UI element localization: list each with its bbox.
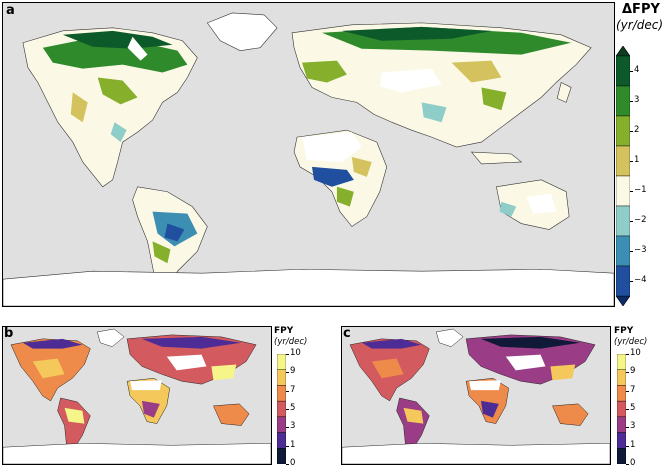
colorbar-c — [616, 353, 627, 465]
colorbar-c-tick-mark — [626, 445, 629, 447]
colorbar-b-tick-mark — [286, 427, 289, 429]
colorbar-a-segment — [615, 235, 631, 267]
colorbar-a-unit: (yr/dec) — [616, 18, 664, 32]
colorbar-a-segment — [615, 55, 631, 87]
colorbar-b-tick-label: 5 — [290, 403, 296, 413]
colorbar-a-tick-label: 3 — [634, 95, 640, 105]
world-map-fpy-b — [3, 327, 271, 464]
colorbar-c-tick-mark — [626, 354, 629, 355]
colorbar-a-tick-label: −1 — [634, 185, 647, 195]
colorbar-a-segment — [615, 115, 631, 147]
colorbar-c-segment — [616, 416, 627, 433]
colorbar-b-tick-mark — [286, 372, 289, 374]
colorbar-a-tick-label: 4 — [634, 65, 640, 75]
colorbar-c-segment — [616, 369, 627, 386]
colorbar-b-segment — [276, 385, 287, 402]
panel-label-c: c — [343, 326, 351, 341]
colorbar-a-tick-mark — [630, 71, 633, 72]
colorbar-a-tick-label: 1 — [634, 155, 640, 165]
colorbar-c-tick-label: 1 — [630, 439, 636, 450]
colorbar-c-segment — [616, 448, 627, 465]
colorbar-b-segment — [276, 432, 287, 449]
colorbar-c-tick-mark — [626, 409, 629, 410]
colorbar-a-extend-top — [615, 45, 631, 57]
colorbar-b-tick-mark — [286, 445, 289, 447]
colorbar-b — [276, 353, 287, 465]
world-map-fpy-c — [342, 327, 610, 464]
colorbar-c-tick-mark — [626, 372, 629, 374]
map-panel-b — [2, 326, 272, 465]
colorbar-b-tick-mark — [286, 464, 289, 465]
colorbar-a-segment — [615, 175, 631, 207]
colorbar-a — [615, 45, 631, 307]
colorbar-c-tick-mark — [626, 390, 629, 392]
colorbar-a-extend-bottom — [615, 295, 631, 307]
colorbar-a-tick-mark — [630, 101, 633, 102]
colorbar-a-tick-label: −2 — [634, 215, 647, 225]
colorbar-c-title: FPY — [614, 326, 634, 336]
colorbar-a-segment — [615, 265, 631, 297]
colorbar-b-segment — [276, 353, 287, 370]
colorbar-a-tick-mark — [630, 221, 633, 222]
colorbar-a-tick-mark — [630, 251, 633, 252]
colorbar-a-tick-label: 2 — [634, 125, 640, 135]
colorbar-c-tick-label: 0 — [630, 458, 636, 468]
colorbar-b-tick-mark — [286, 409, 289, 410]
colorbar-c-tick-label: 3 — [630, 421, 636, 432]
map-panel-a — [2, 2, 615, 307]
colorbar-a-tick-mark — [630, 161, 633, 162]
colorbar-b-unit: (yr/dec) — [274, 337, 308, 347]
colorbar-b-tick-label: 9 — [290, 366, 296, 377]
colorbar-c-tick-mark — [626, 464, 629, 465]
colorbar-b-tick-label: 7 — [290, 384, 296, 395]
colorbar-a-segment — [615, 85, 631, 117]
colorbar-b-title: FPY — [274, 326, 294, 336]
colorbar-c-segment — [616, 400, 627, 418]
colorbar-c-segment — [616, 432, 627, 449]
colorbar-b-tick-mark — [286, 390, 289, 392]
colorbar-c-segment — [616, 353, 627, 370]
colorbar-c-tick-label: 9 — [630, 366, 636, 377]
colorbar-c-tick-mark — [626, 427, 629, 429]
colorbar-c-tick-label: 7 — [630, 384, 636, 395]
world-map-delta-fpy — [3, 3, 614, 306]
colorbar-b-segment — [276, 416, 287, 433]
colorbar-a-tick-mark — [630, 281, 633, 282]
colorbar-a-tick-mark — [630, 131, 633, 132]
colorbar-a-tick-mark — [630, 191, 633, 192]
panel-label-a: a — [6, 3, 15, 18]
colorbar-a-tick-label: −3 — [634, 245, 647, 255]
colorbar-b-segment — [276, 400, 287, 418]
colorbar-b-tick-label: 0 — [290, 458, 296, 468]
colorbar-a-segment — [615, 205, 631, 237]
colorbar-a-svg — [615, 45, 631, 307]
colorbar-b-svg — [276, 353, 287, 465]
colorbar-b-tick-label: 10 — [290, 348, 301, 358]
colorbar-c-svg — [616, 353, 627, 465]
colorbar-b-tick-label: 1 — [290, 439, 296, 450]
colorbar-a-tick-label: −4 — [634, 275, 647, 285]
colorbar-b-tick-label: 3 — [290, 421, 296, 432]
colorbar-c-tick-label: 10 — [630, 348, 641, 358]
colorbar-a-title: ΔFPY — [622, 2, 660, 17]
colorbar-b-tick-mark — [286, 354, 289, 355]
colorbar-c-segment — [616, 385, 627, 402]
map-panel-c — [341, 326, 611, 465]
colorbar-b-segment — [276, 448, 287, 465]
panel-label-b: b — [4, 326, 14, 341]
colorbar-b-segment — [276, 369, 287, 386]
colorbar-c-tick-label: 5 — [630, 403, 636, 413]
colorbar-a-segment — [615, 145, 631, 177]
colorbar-c-unit: (yr/dec) — [614, 337, 648, 347]
